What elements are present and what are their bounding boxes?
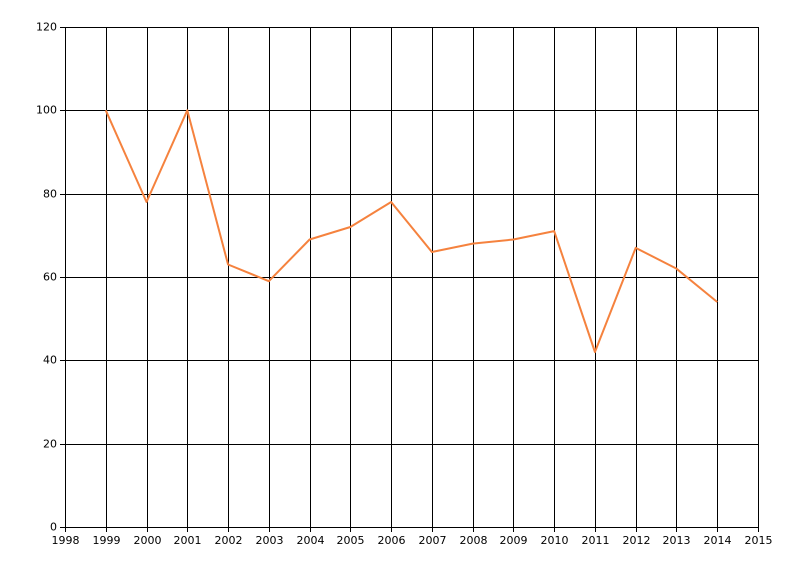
x-tick-label: 2015 <box>745 534 773 547</box>
y-tick-label: 0 <box>50 521 57 534</box>
x-tick-label: 2005 <box>337 534 365 547</box>
x-tick-label: 2013 <box>663 534 691 547</box>
x-tick-label: 2007 <box>419 534 447 547</box>
y-tick-label: 20 <box>43 438 57 451</box>
y-tick-label: 60 <box>43 271 57 284</box>
y-tick-label: 40 <box>43 354 57 367</box>
x-tick-label: 1998 <box>52 534 80 547</box>
x-tick-label: 2002 <box>215 534 243 547</box>
x-tick-label: 2003 <box>256 534 284 547</box>
x-tick-label: 2012 <box>623 534 651 547</box>
data-line <box>104 109 718 353</box>
x-tick-label: 2008 <box>460 534 488 547</box>
x-tick-label: 2006 <box>378 534 406 547</box>
x-tick-label: 2011 <box>582 534 610 547</box>
y-tick-label: 80 <box>43 188 57 201</box>
y-tick-label: 120 <box>36 21 57 34</box>
x-tick-label: 2009 <box>500 534 528 547</box>
y-tick-label: 100 <box>36 104 57 117</box>
x-tick-label: 2010 <box>541 534 569 547</box>
x-tick-label: 2000 <box>134 534 162 547</box>
x-tick-label: 2004 <box>297 534 325 547</box>
x-tick-label: 2014 <box>704 534 732 547</box>
x-tick-label: 1999 <box>93 534 121 547</box>
x-tick-label: 2001 <box>174 534 202 547</box>
